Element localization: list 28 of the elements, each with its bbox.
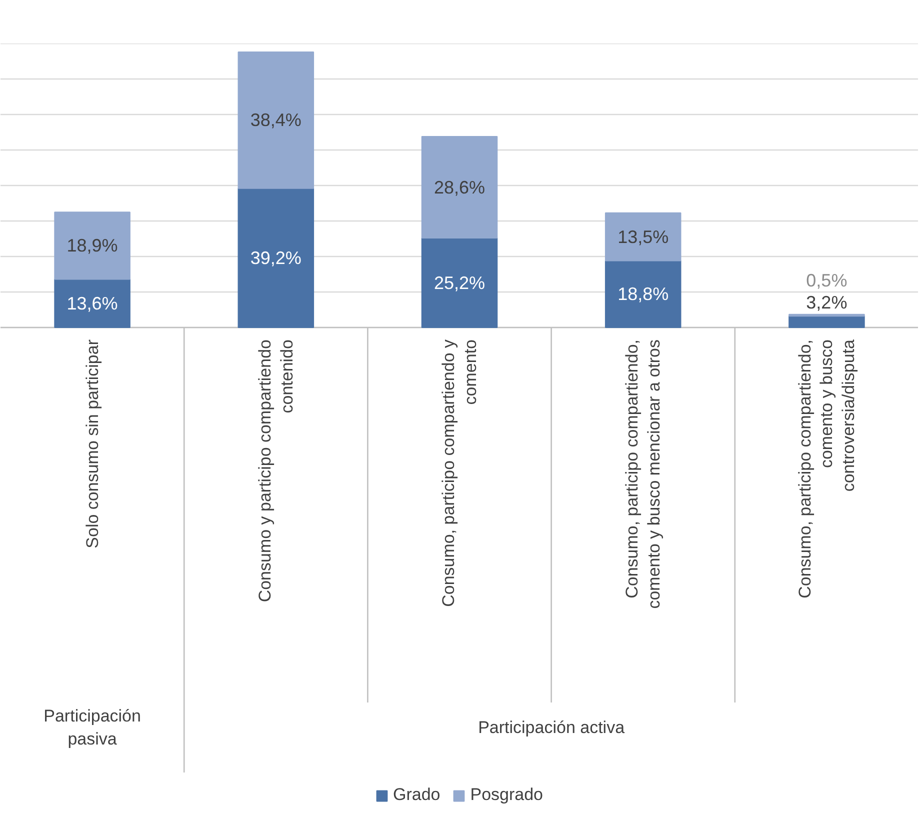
data-label: 39,2% xyxy=(250,248,302,268)
data-label: 0,5% xyxy=(806,270,848,290)
bar xyxy=(604,260,682,328)
legend-label: Grado xyxy=(392,785,440,805)
legend-label: Posgrado xyxy=(470,785,544,805)
data-label: 13,5% xyxy=(618,226,669,247)
text: Participación pasiva xyxy=(44,706,141,748)
x-tick-label: Consumo y participo compartiendo contenido xyxy=(255,339,296,602)
bar xyxy=(421,136,498,239)
data-label: 18,8% xyxy=(618,284,669,304)
bar xyxy=(788,316,865,328)
x-tick-label: Solo consumo sin participar xyxy=(82,339,102,548)
x-tick-label: Consumo, participo compartiendo, comento y busco mencionar a otros xyxy=(622,339,664,609)
data-label: 3,2% xyxy=(806,292,848,312)
text: Participación activa xyxy=(478,718,626,737)
bar xyxy=(604,212,682,262)
data-label: 13,6% xyxy=(66,293,118,314)
bar xyxy=(54,278,130,328)
bar xyxy=(54,212,130,280)
x-tick-label: Consumo, participo compartiendo, comento y busco controversia/disputa xyxy=(795,338,858,598)
bar xyxy=(238,52,314,189)
bar xyxy=(421,238,498,328)
data-label: 18,9% xyxy=(66,236,118,256)
data-label: 28,6% xyxy=(434,177,486,198)
data-label: 25,2% xyxy=(434,272,486,293)
data-label: 38,4% xyxy=(250,110,302,130)
bar xyxy=(238,188,314,328)
x-tick-label: Consumo, participo compartiendo y comento xyxy=(439,339,480,607)
